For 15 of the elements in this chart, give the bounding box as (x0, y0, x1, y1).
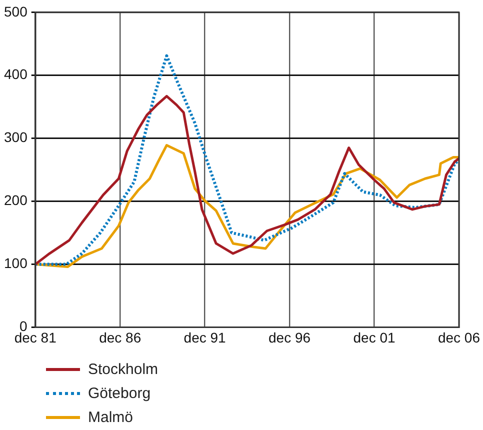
y-tick-label: 0 (20, 318, 28, 334)
legend-label: Göteborg (88, 384, 151, 402)
line-series (35, 54, 459, 266)
y-tick-label: 300 (4, 129, 28, 146)
x-tick-label: dec 86 (99, 329, 142, 346)
legend-label: Stockholm (88, 360, 158, 378)
x-tick-label: dec 96 (268, 329, 311, 346)
x-tick-label: dec 06 (438, 329, 480, 346)
y-tick-label: 400 (4, 66, 28, 82)
y-tick-label: 100 (4, 255, 28, 272)
x-tick-label: dec 91 (184, 329, 226, 346)
legend-label: Malmö (88, 408, 134, 426)
x-tick-label: dec 01 (353, 329, 396, 346)
y-tick-label: 500 (4, 3, 28, 20)
y-tick-label: 200 (4, 192, 28, 208)
